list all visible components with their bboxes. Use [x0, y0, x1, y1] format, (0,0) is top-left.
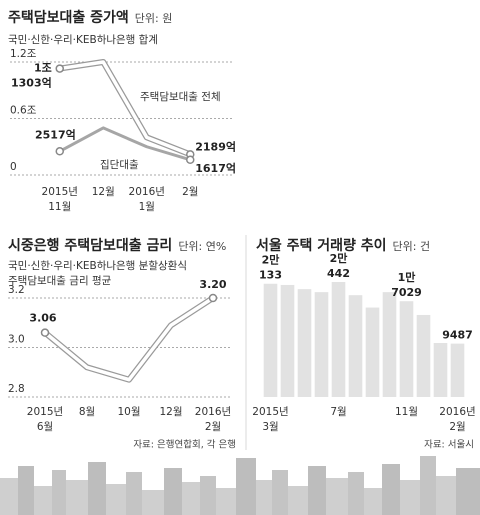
value-label: 2189억: [195, 140, 236, 153]
y-tick-label: 2.8: [8, 383, 25, 395]
x-tick-label: 12월: [92, 186, 115, 198]
source: 자료: 은행연합회, 각 은행: [133, 439, 236, 451]
point: [40, 328, 50, 337]
x-tick-label: 7월: [330, 406, 346, 418]
value-label: 3.06: [29, 312, 56, 325]
bar: [382, 292, 397, 397]
x-tick-label: 2016년 2월: [439, 406, 475, 433]
x-tick-label: 2016년 2월: [195, 406, 231, 433]
point: [186, 155, 195, 165]
bar: [297, 289, 312, 397]
chart-title: 시중은행 주택담보대출 금리: [8, 237, 172, 254]
x-tick-label: 2016년 1월: [129, 186, 165, 213]
bar: [416, 314, 431, 397]
source: 자료: 서울시: [424, 440, 474, 451]
unit-label: 단위: 건: [393, 240, 431, 253]
bar: [280, 284, 295, 397]
y-tick-label: 3.0: [8, 334, 25, 346]
unit-label: 단위: 연%: [178, 240, 226, 253]
value-label: 1617억: [195, 162, 236, 175]
x-tick-label: 10월: [117, 406, 140, 418]
x-tick-label: 11월: [395, 406, 418, 418]
value-label: 9487: [442, 329, 473, 342]
skyline: [0, 456, 480, 515]
bar: [263, 283, 278, 397]
point: [208, 293, 218, 303]
line: [43, 296, 214, 382]
value-label: 2만 442: [327, 251, 350, 280]
x-tick-label: 12월: [159, 406, 182, 418]
y-tick-label: 0: [10, 161, 17, 173]
chart-title: 서울 주택 거래량 추이: [256, 237, 387, 254]
bar: [314, 292, 329, 397]
subtitle: 국민·신한·우리·KEB하나은행 합계: [8, 33, 158, 46]
bar: [348, 295, 363, 397]
x-tick-label: 8월: [79, 406, 95, 418]
y-tick-label: 3.2: [8, 284, 25, 296]
bar: [365, 307, 380, 397]
series-label: 집단대출: [100, 159, 139, 171]
value-label: 1만 7029: [391, 270, 422, 299]
line: [59, 60, 191, 157]
bar: [450, 343, 465, 397]
bar: [433, 342, 448, 397]
x-tick-label: 2015년 3월: [252, 406, 288, 433]
y-tick-label: 1.2조: [10, 48, 37, 60]
subtitle: 국민·신한·우리·KEB하나은행 분할상환식 주택담보대출 금리 평균: [8, 259, 187, 287]
value-label: 1조 1303억: [11, 62, 52, 90]
y-tick-label: 0.6조: [10, 105, 37, 117]
value-label: 2만 133: [259, 253, 282, 282]
bar: [399, 301, 414, 397]
chart-title: 주택담보대출 증가액: [8, 9, 129, 26]
line: [59, 126, 191, 162]
series-label: 주택담보대출 전체: [140, 91, 221, 103]
value-label: 3.20: [199, 278, 226, 291]
x-tick-label: 2015년 6월: [27, 406, 63, 433]
bar: [331, 282, 346, 397]
value-label: 2517억: [35, 128, 76, 141]
point: [55, 147, 64, 156]
point: [55, 64, 64, 73]
unit-label: 단위: 원: [135, 12, 173, 25]
x-tick-label: 2월: [182, 186, 198, 198]
x-tick-label: 2015년 11월: [42, 186, 78, 213]
